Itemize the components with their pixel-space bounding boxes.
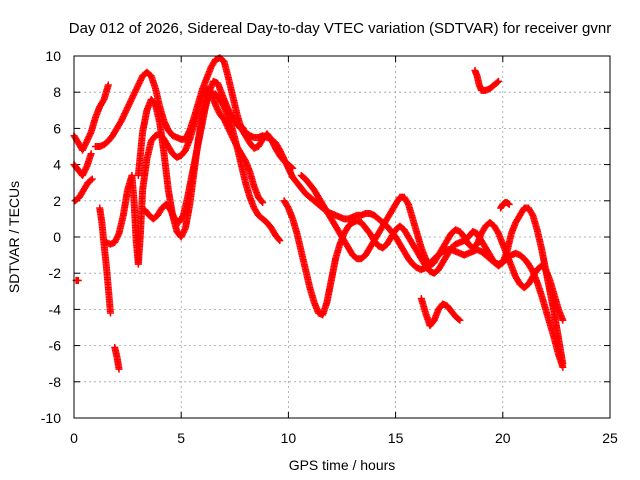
- data-point: [495, 77, 503, 85]
- data-point: [74, 276, 82, 284]
- x-tick-label: 0: [70, 430, 78, 446]
- data-point: [87, 150, 95, 158]
- y-axis-label: SDTVAR / TECUs: [6, 181, 22, 293]
- y-tick-label: -2: [49, 265, 62, 281]
- y-tick-label: -10: [41, 410, 61, 426]
- y-tick-label: 0: [53, 229, 61, 245]
- data-point: [559, 316, 567, 324]
- y-tick-label: -8: [49, 374, 62, 390]
- data-point: [115, 365, 123, 373]
- data-point-fill: [258, 198, 266, 206]
- y-tick-label: 4: [53, 157, 61, 173]
- data-point: [259, 199, 267, 207]
- data-point-fill: [275, 236, 283, 244]
- data-point-fill: [87, 176, 95, 184]
- data-point: [88, 175, 96, 183]
- data-point: [276, 237, 284, 245]
- data-point: [505, 200, 513, 208]
- grid: [74, 56, 610, 418]
- chart-title: Day 012 of 2026, Sidereal Day-to-day VTE…: [69, 20, 611, 37]
- data-point: [106, 309, 114, 317]
- x-tick-label: 20: [495, 430, 511, 446]
- data-points: [70, 54, 567, 373]
- data-point-fill: [455, 315, 463, 323]
- x-tick-label: 25: [602, 430, 618, 446]
- y-tick-label: -4: [49, 301, 62, 317]
- x-tick-label: 10: [281, 430, 297, 446]
- x-tick-label: 15: [388, 430, 404, 446]
- data-point: [559, 360, 567, 368]
- y-tick-label: -6: [49, 338, 62, 354]
- data-point-fill: [504, 200, 512, 208]
- x-tick-label: 5: [177, 430, 185, 446]
- y-tick-label: 2: [53, 193, 61, 209]
- y-tick-label: 6: [53, 120, 61, 136]
- data-point: [104, 81, 112, 89]
- y-tick-label: 8: [53, 84, 61, 100]
- plot-frame: [73, 55, 611, 419]
- x-axis-label: GPS time / hours: [289, 457, 396, 473]
- data-point-fill: [493, 78, 501, 86]
- data-point: [456, 316, 464, 324]
- y-tick-label: 10: [45, 48, 61, 64]
- data-point-fill: [178, 213, 186, 221]
